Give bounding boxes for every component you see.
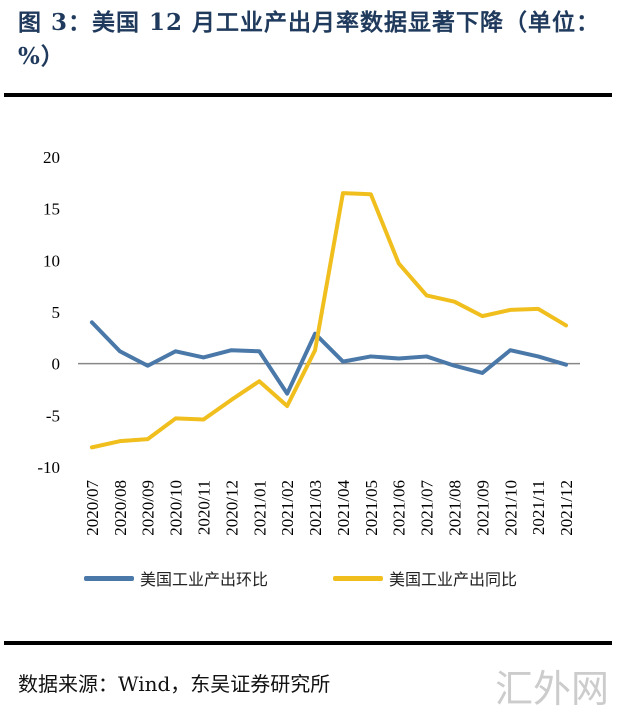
legend-label-yoy: 美国工业产出同比 bbox=[389, 566, 517, 590]
y-tick-label: 5 bbox=[52, 303, 61, 322]
x-tick-label: 2020/09 bbox=[139, 480, 158, 536]
y-tick-label: 15 bbox=[43, 200, 60, 219]
x-tick-label: 2021/12 bbox=[557, 480, 576, 536]
legend-swatch-yoy bbox=[333, 576, 383, 581]
x-tick-label: 2021/06 bbox=[390, 480, 409, 536]
x-tick-label: 2021/07 bbox=[418, 480, 437, 536]
x-tick-label: 2021/11 bbox=[529, 480, 548, 535]
bottom-rule bbox=[4, 641, 612, 645]
y-tick-label: 20 bbox=[43, 148, 60, 167]
x-tick-label: 2020/11 bbox=[195, 480, 214, 535]
legend-label-mom: 美国工业产出环比 bbox=[140, 566, 268, 590]
x-tick-label: 2020/08 bbox=[111, 480, 130, 536]
line-chart: -10 -5 0 5 10 15 20 2020/07 2020/08 2020/09 2020/1… bbox=[0, 0, 617, 560]
legend-item-yoy: 美国工业产出同比 bbox=[333, 566, 517, 590]
x-tick-label: 2021/10 bbox=[501, 480, 520, 536]
x-tick-label: 2021/01 bbox=[250, 480, 269, 536]
y-tick-label: -10 bbox=[37, 458, 60, 477]
legend-swatch-mom bbox=[84, 576, 134, 581]
x-tick-label: 2020/10 bbox=[167, 480, 186, 536]
watermark: 汇外网 bbox=[495, 658, 609, 713]
source-note: 数据来源：Wind，东吴证券研究所 bbox=[18, 668, 330, 697]
x-tick-label: 2021/04 bbox=[334, 480, 353, 536]
legend-item-mom: 美国工业产出环比 bbox=[84, 566, 268, 590]
x-tick-label: 2021/09 bbox=[473, 480, 492, 536]
x-tick-label: 2021/03 bbox=[306, 480, 325, 536]
x-tick-label: 2021/08 bbox=[446, 480, 465, 536]
series-line-0 bbox=[92, 322, 566, 393]
x-tick-label: 2021/02 bbox=[278, 480, 297, 536]
x-tick-label: 2020/07 bbox=[83, 480, 102, 536]
series-line-1 bbox=[92, 193, 566, 447]
y-tick-label: 0 bbox=[52, 355, 61, 374]
x-tick-label: 2021/05 bbox=[362, 480, 381, 536]
x-tick-label: 2020/12 bbox=[222, 480, 241, 536]
y-tick-label: 10 bbox=[43, 251, 60, 270]
y-tick-label: -5 bbox=[46, 406, 60, 425]
